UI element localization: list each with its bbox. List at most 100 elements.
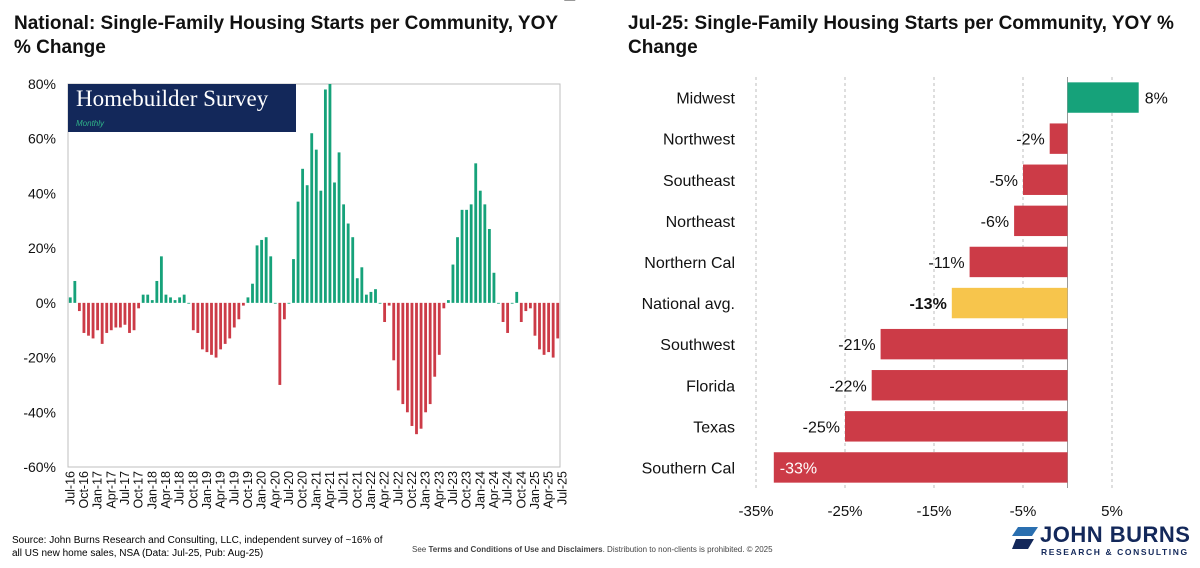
bar (292, 259, 295, 303)
bar (191, 302, 195, 331)
bar (305, 185, 309, 303)
bar (287, 302, 291, 304)
bar (114, 302, 118, 328)
x-tick-label: Apr-23 (432, 471, 446, 509)
bar (474, 163, 478, 303)
x-tick-label: Oct-19 (241, 471, 255, 509)
x-tick-label: Jan-18 (145, 471, 159, 509)
bar (241, 302, 245, 306)
x-tick-label: Oct-18 (186, 471, 200, 509)
bar (273, 302, 277, 304)
bar (337, 152, 341, 303)
bar (773, 452, 1068, 483)
bar (96, 302, 100, 331)
bar (547, 302, 551, 353)
bar (196, 302, 200, 333)
bar (871, 370, 1068, 401)
bar (487, 228, 491, 303)
bar (501, 302, 505, 323)
y-tick-label: 40% (28, 185, 56, 201)
y-tick-label: 0% (36, 295, 56, 311)
category-label: Florida (686, 378, 735, 395)
bar (109, 302, 113, 331)
bar (260, 239, 264, 303)
bar (424, 302, 428, 413)
bar (538, 302, 541, 350)
bar (319, 190, 323, 303)
bar (542, 302, 546, 355)
bar (551, 302, 555, 358)
bar (1049, 123, 1068, 154)
value-label: -13% (909, 296, 946, 313)
x-tick-label: Oct-16 (77, 471, 91, 509)
bar (314, 149, 318, 303)
value-label: -21% (838, 337, 875, 354)
bar (269, 256, 273, 303)
y-tick-label: -40% (23, 404, 56, 420)
bar (506, 302, 510, 333)
bar (442, 302, 446, 309)
bar (374, 289, 377, 303)
bar (396, 302, 400, 391)
bar (87, 302, 90, 336)
logo-subtitle: RESEARCH & CONSULTING (1041, 547, 1189, 557)
bar (255, 245, 259, 303)
source-note: Source: John Burns Research and Consulti… (12, 535, 383, 559)
bar (533, 302, 537, 336)
bar (969, 246, 1068, 278)
bar (369, 291, 373, 303)
x-tick-label: Jul-25 (555, 471, 569, 505)
national-yoy-bar-chart: -60%-40%-20%0%20%40%60%80%Jul-16 Oct-16 Ja… (23, 0, 589, 509)
x-tick-label: Oct-22 (405, 471, 419, 509)
bar (1067, 82, 1139, 113)
bar (401, 302, 405, 405)
x-tick-label: Apr-22 (378, 471, 392, 509)
bar (415, 302, 418, 435)
category-label: Southern Cal (642, 460, 735, 477)
bar (351, 237, 355, 303)
bar (100, 302, 104, 344)
x-tick-label: Apr-17 (104, 471, 118, 509)
x-tick-label: Oct-23 (460, 471, 474, 509)
x-tick-label: Oct-20 (296, 471, 310, 509)
bar (428, 302, 432, 405)
bar (310, 133, 314, 303)
bar (228, 302, 232, 339)
bar (214, 302, 218, 358)
category-label: National avg. (642, 296, 735, 313)
x-tick-label: -5% (1010, 503, 1037, 520)
x-tick-label: Apr-19 (214, 471, 228, 509)
plot-frame (67, 83, 561, 468)
bar (137, 302, 141, 309)
bar (419, 302, 423, 429)
bar (132, 302, 136, 331)
x-tick-label: Jan-23 (419, 471, 433, 509)
x-tick-label: Apr-24 (487, 471, 501, 509)
x-tick-label: Jan-17 (91, 471, 105, 509)
bar (128, 302, 131, 333)
bar (210, 302, 213, 355)
category-label: Southwest (660, 337, 735, 354)
bar (524, 302, 528, 312)
bar (405, 302, 409, 413)
bar (82, 302, 86, 333)
bar (519, 302, 523, 323)
terms-link[interactable]: Terms and Conditions of Use and Disclaim… (428, 545, 603, 554)
bar (232, 302, 236, 328)
category-label: Northern Cal (644, 255, 735, 272)
x-tick-label: Jul-17 (118, 471, 132, 505)
x-tick-label: Apr-18 (159, 471, 173, 509)
value-label: -6% (981, 214, 1009, 231)
disclaimer-text: See Terms and Conditions of Use and Disc… (412, 545, 773, 554)
annotation-label: -13% (556, 0, 589, 3)
y-tick-label: 20% (28, 240, 56, 256)
bar (528, 302, 532, 309)
bar (465, 209, 469, 303)
bar (278, 302, 282, 385)
x-tick-label: Jan-19 (200, 471, 214, 509)
bar (515, 291, 519, 303)
bar (200, 302, 204, 350)
bar (219, 302, 223, 350)
bar (246, 297, 250, 303)
bar (251, 283, 254, 303)
